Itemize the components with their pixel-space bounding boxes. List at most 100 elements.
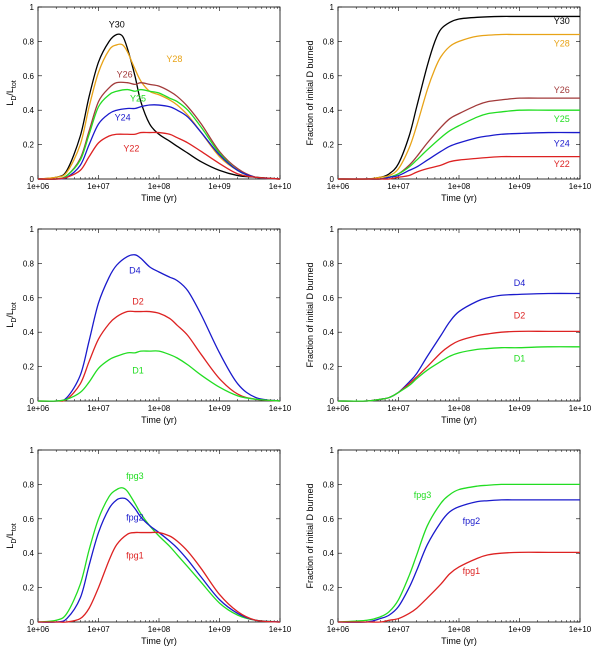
y-axis-label-sub: tot xyxy=(11,80,18,88)
y-tick-label: 0.4 xyxy=(23,328,35,337)
series-line-fpg2 xyxy=(37,497,281,623)
x-axis-label: Time (yr) xyxy=(141,193,177,203)
series-line-d1 xyxy=(37,350,281,402)
y-tick-label: 0.6 xyxy=(323,294,335,303)
series-line-fpg3 xyxy=(337,483,581,623)
y-tick-label: 0.8 xyxy=(323,480,335,489)
x-tick-label: 1e+07 xyxy=(87,404,110,413)
curve-label-y26: Y26 xyxy=(554,85,570,95)
y-tick-label: 0.8 xyxy=(323,37,335,46)
curve-label-fpg3: fpg3 xyxy=(126,471,144,481)
series-line-fpg1 xyxy=(338,551,580,623)
y-tick-label: 0.2 xyxy=(323,584,335,593)
y-tick-label: 0.6 xyxy=(323,515,335,524)
curve-label-fpg2: fpg2 xyxy=(126,513,144,523)
y-tick-label: 0 xyxy=(330,175,335,184)
y-tick-label: 0.2 xyxy=(323,141,335,150)
curve-label-d1: D1 xyxy=(514,353,526,363)
y-tick-label: 0 xyxy=(330,397,335,406)
y-tick-label: 0.6 xyxy=(23,72,35,81)
y-axis-label-sep: /L xyxy=(5,531,15,539)
y-tick-label: 0 xyxy=(30,618,35,627)
chart-panel-1-1: 1e+06 1e+07 1e+08 1e+09 1e+10 0 0.2 0.4 0.6 0.8 1 T… xyxy=(5,3,292,203)
y-axis-label-sep: /L xyxy=(5,310,15,318)
y-tick-label: 0.4 xyxy=(323,549,335,558)
y-axis-label-sub: tot xyxy=(11,302,18,310)
series-line-d4 xyxy=(37,254,281,402)
curve-label-d2: D2 xyxy=(132,297,144,307)
y-tick-label: 0 xyxy=(330,618,335,627)
x-tick-label: 1e+10 xyxy=(269,182,292,191)
y-tick-label: 0.2 xyxy=(23,584,35,593)
y-axis-label: LD/Ltot xyxy=(5,80,18,105)
curve-label-y26: Y26 xyxy=(117,70,133,80)
x-tick-label: 1e+08 xyxy=(448,182,471,191)
x-axis-label: Time (yr) xyxy=(141,415,177,425)
curve-label-y25: Y25 xyxy=(554,114,570,124)
x-axis-label: Time (yr) xyxy=(141,636,177,646)
y-axis-label: LD/Ltot xyxy=(5,523,18,548)
x-tick-label: 1e+06 xyxy=(327,182,350,191)
curve-label-fpg1: fpg1 xyxy=(463,566,481,576)
y-axis-label: Fraction of initial D burned xyxy=(305,40,315,145)
x-tick-label: 1e+06 xyxy=(27,625,50,634)
series-line-y25 xyxy=(338,109,580,180)
y-tick-label: 0.4 xyxy=(323,106,335,115)
y-tick-label: 0.2 xyxy=(323,363,335,372)
curve-label-d4: D4 xyxy=(129,266,141,276)
y-axis-label: LD/Ltot xyxy=(5,302,18,327)
series-line-y25 xyxy=(37,88,281,180)
curve-label-fpg2: fpg2 xyxy=(463,516,481,526)
series-line-y22 xyxy=(37,131,281,180)
y-axis-label-main: L xyxy=(5,101,15,106)
curve-label-y30: Y30 xyxy=(109,20,125,30)
curve-label-y24: Y24 xyxy=(554,138,570,148)
x-tick-label: 1e+10 xyxy=(269,404,292,413)
x-axis-label: Time (yr) xyxy=(441,415,477,425)
series-line-fpg3 xyxy=(37,487,281,623)
y-tick-label: 0 xyxy=(30,397,35,406)
curve-label-y22: Y22 xyxy=(123,143,139,153)
series-line-d2 xyxy=(337,330,580,402)
curve-label-fpg1: fpg1 xyxy=(126,550,144,560)
y-axis-label-sub: D xyxy=(11,539,18,544)
x-tick-label: 1e+09 xyxy=(208,182,231,191)
x-tick-label: 1e+06 xyxy=(327,404,350,413)
y-tick-label: 0.8 xyxy=(23,259,35,268)
plot-frame xyxy=(37,228,281,402)
x-tick-label: 1e+07 xyxy=(387,404,410,413)
x-tick-label: 1e+10 xyxy=(569,404,592,413)
x-tick-label: 1e+09 xyxy=(508,625,531,634)
x-tick-label: 1e+07 xyxy=(387,625,410,634)
x-tick-label: 1e+10 xyxy=(269,625,292,634)
y-tick-label: 1 xyxy=(30,3,35,12)
y-tick-label: 0.8 xyxy=(323,259,335,268)
y-tick-label: 0.4 xyxy=(323,328,335,337)
curve-label-d4: D4 xyxy=(514,278,526,288)
curve-label-d1: D1 xyxy=(132,365,144,375)
x-tick-label: 1e+06 xyxy=(327,625,350,634)
curve-label-y28: Y28 xyxy=(554,39,570,49)
y-tick-label: 0.4 xyxy=(23,549,35,558)
chart-panel-3-1: 1e+06 1e+07 1e+08 1e+09 1e+10 0 0.2 0.4 0.6 0.8 1 T… xyxy=(5,446,292,646)
curve-label-y24: Y24 xyxy=(115,113,131,123)
y-axis-label: Fraction of initial D burned xyxy=(305,483,315,588)
y-tick-label: 0.8 xyxy=(23,37,35,46)
plot-frame xyxy=(337,449,581,623)
x-tick-label: 1e+06 xyxy=(27,182,50,191)
y-tick-label: 1 xyxy=(330,225,335,234)
x-axis-label: Time (yr) xyxy=(441,636,477,646)
y-tick-label: 0.4 xyxy=(23,106,35,115)
x-tick-label: 1e+09 xyxy=(208,404,231,413)
y-axis-label-sub: tot xyxy=(11,523,18,531)
curve-label-y22: Y22 xyxy=(554,159,570,169)
curve-label-d2: D2 xyxy=(514,310,526,320)
plot-frame xyxy=(337,6,581,180)
y-axis-label-sub: D xyxy=(11,96,18,101)
x-tick-label: 1e+09 xyxy=(508,182,531,191)
plot-frame xyxy=(337,228,581,402)
chart-panel-2-1: 1e+06 1e+07 1e+08 1e+09 1e+10 0 0.2 0.4 0.6 0.8 1 T… xyxy=(5,225,292,425)
x-tick-label: 1e+10 xyxy=(569,625,592,634)
x-tick-label: 1e+08 xyxy=(148,625,171,634)
